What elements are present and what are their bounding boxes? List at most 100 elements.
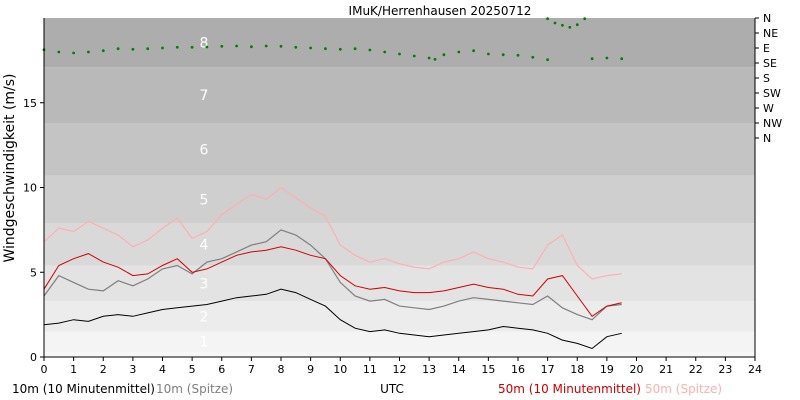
direction-point-5-3 [568, 25, 572, 29]
direction-point-4-28 [442, 53, 446, 57]
direction-point-4-18 [309, 46, 312, 50]
beaufort-band-6 [44, 123, 755, 176]
direction-point-4-13 [235, 44, 239, 48]
x-tick-label-19: 19 [600, 363, 614, 376]
direction-point-4-2 [72, 51, 75, 55]
direction-point-5-1 [553, 21, 557, 25]
beaufort-band-3 [44, 265, 755, 302]
direction-point-4-22 [368, 48, 372, 52]
x-tick-label-9: 9 [307, 363, 314, 376]
direction-point-4-15 [264, 44, 268, 48]
direction-label-1: NE [763, 27, 778, 40]
y-tick-label-5: 5 [30, 266, 37, 279]
direction-point-4-8 [161, 46, 164, 50]
direction-point-4-19 [324, 47, 327, 51]
direction-point-4-26 [427, 56, 431, 60]
direction-point-4-34 [531, 55, 535, 59]
x-tick-label-23: 23 [718, 363, 732, 376]
direction-label-3: SE [763, 57, 777, 70]
y-tick-label-15: 15 [23, 97, 37, 110]
direction-label-7: NW [763, 117, 782, 130]
direction-point-4-40 [620, 57, 624, 61]
beaufort-label-3: 3 [200, 276, 209, 292]
beaufort-label-5: 5 [200, 192, 209, 208]
x-tick-label-2: 2 [100, 363, 107, 376]
beaufort-bands: 1 2 3 4 5 6 7 8 [44, 18, 755, 357]
beaufort-label-1: 1 [200, 335, 209, 351]
x-tick-label-13: 13 [422, 363, 436, 376]
direction-point-4-1 [57, 50, 61, 54]
direction-label-4: S [763, 72, 770, 85]
series-line-1 [43, 229, 622, 321]
series-line-0 [43, 288, 622, 350]
direction-point-4-3 [87, 50, 90, 54]
beaufort-band-4 [44, 223, 755, 266]
x-tick-label-0: 0 [41, 363, 48, 376]
x-tick-label-21: 21 [659, 363, 673, 376]
direction-point-4-21 [353, 47, 357, 51]
direction-point-4-14 [250, 45, 253, 49]
direction-label-2: E [763, 42, 770, 55]
legend-50m-mean: 50m (10 Minutenmittel) [498, 382, 641, 396]
x-tick-label-14: 14 [452, 363, 466, 376]
direction-point-4-25 [412, 54, 416, 58]
direction-point-4-6 [131, 47, 135, 51]
direction-point-4-35 [546, 58, 549, 62]
direction-point-4-29 [457, 50, 461, 54]
beaufort-label-2: 2 [200, 309, 209, 325]
direction-point-4-31 [487, 52, 490, 56]
direction-point-5-5 [583, 17, 587, 21]
direction-label-0: N [763, 12, 771, 25]
direction-point-4-10 [190, 45, 194, 49]
x-tick-label-18: 18 [570, 363, 584, 376]
x-tick-label-6: 6 [218, 363, 225, 376]
direction-point-4-23 [383, 50, 387, 54]
direction-point-5-4 [575, 23, 579, 27]
direction-point-5-0 [546, 17, 549, 21]
direction-point-4-16 [279, 44, 283, 48]
direction-point-4-39 [605, 56, 609, 60]
direction-point-4-12 [220, 44, 224, 48]
direction-point-4-33 [516, 53, 520, 57]
axes: 0 1 2 3 4 5 6 7 8 9 10 11 12 13 14 15 16 17 18 19 20 21 22 23 24… [23, 12, 782, 376]
x-tick-label-3: 3 [129, 363, 136, 376]
x-tick-label-12: 12 [393, 363, 407, 376]
x-tick-label-20: 20 [630, 363, 644, 376]
legend-10m-peak: 10m (Spitze) [156, 382, 233, 396]
legend-10m-mean: 10m (10 Minutenmittel) [12, 382, 155, 396]
x-tick-label-7: 7 [248, 363, 255, 376]
beaufort-band-8 [44, 18, 755, 68]
x-axis-label: UTC [380, 382, 404, 396]
x-tick-label-17: 17 [541, 363, 555, 376]
series-line-3 [43, 186, 622, 280]
legend-50m-peak: 50m (Spitze) [645, 382, 722, 396]
x-tick-label-1: 1 [70, 363, 77, 376]
chart-title: IMuK/Herrenhausen 20250712 [349, 4, 532, 18]
y-axis-label: Windgeschwindigkeit (m/s) [2, 73, 18, 262]
direction-label-6: W [763, 102, 774, 115]
direction-point-4-5 [116, 47, 120, 51]
direction-point-4-38 [590, 57, 594, 61]
beaufort-label-8: 8 [200, 36, 209, 52]
direction-point-4-7 [146, 47, 150, 51]
x-tick-label-8: 8 [278, 363, 285, 376]
beaufort-label-7: 7 [200, 88, 209, 104]
beaufort-band-7 [44, 67, 755, 124]
direction-label-5: SW [763, 87, 781, 100]
direction-point-4-4 [101, 49, 105, 53]
direction-point-5-2 [561, 23, 564, 27]
beaufort-label-6: 6 [200, 142, 209, 158]
x-tick-label-4: 4 [159, 363, 166, 376]
series-layer [42, 17, 624, 350]
beaufort-label-4: 4 [200, 237, 209, 253]
direction-point-4-32 [501, 53, 505, 57]
direction-point-4-27 [433, 57, 437, 61]
x-tick-label-16: 16 [511, 363, 525, 376]
direction-label-8: N [763, 132, 771, 145]
x-tick-label-5: 5 [189, 363, 196, 376]
series-line-2 [43, 246, 622, 317]
direction-point-4-11 [205, 45, 209, 49]
x-tick-label-24: 24 [748, 363, 762, 376]
direction-point-4-9 [175, 45, 179, 49]
